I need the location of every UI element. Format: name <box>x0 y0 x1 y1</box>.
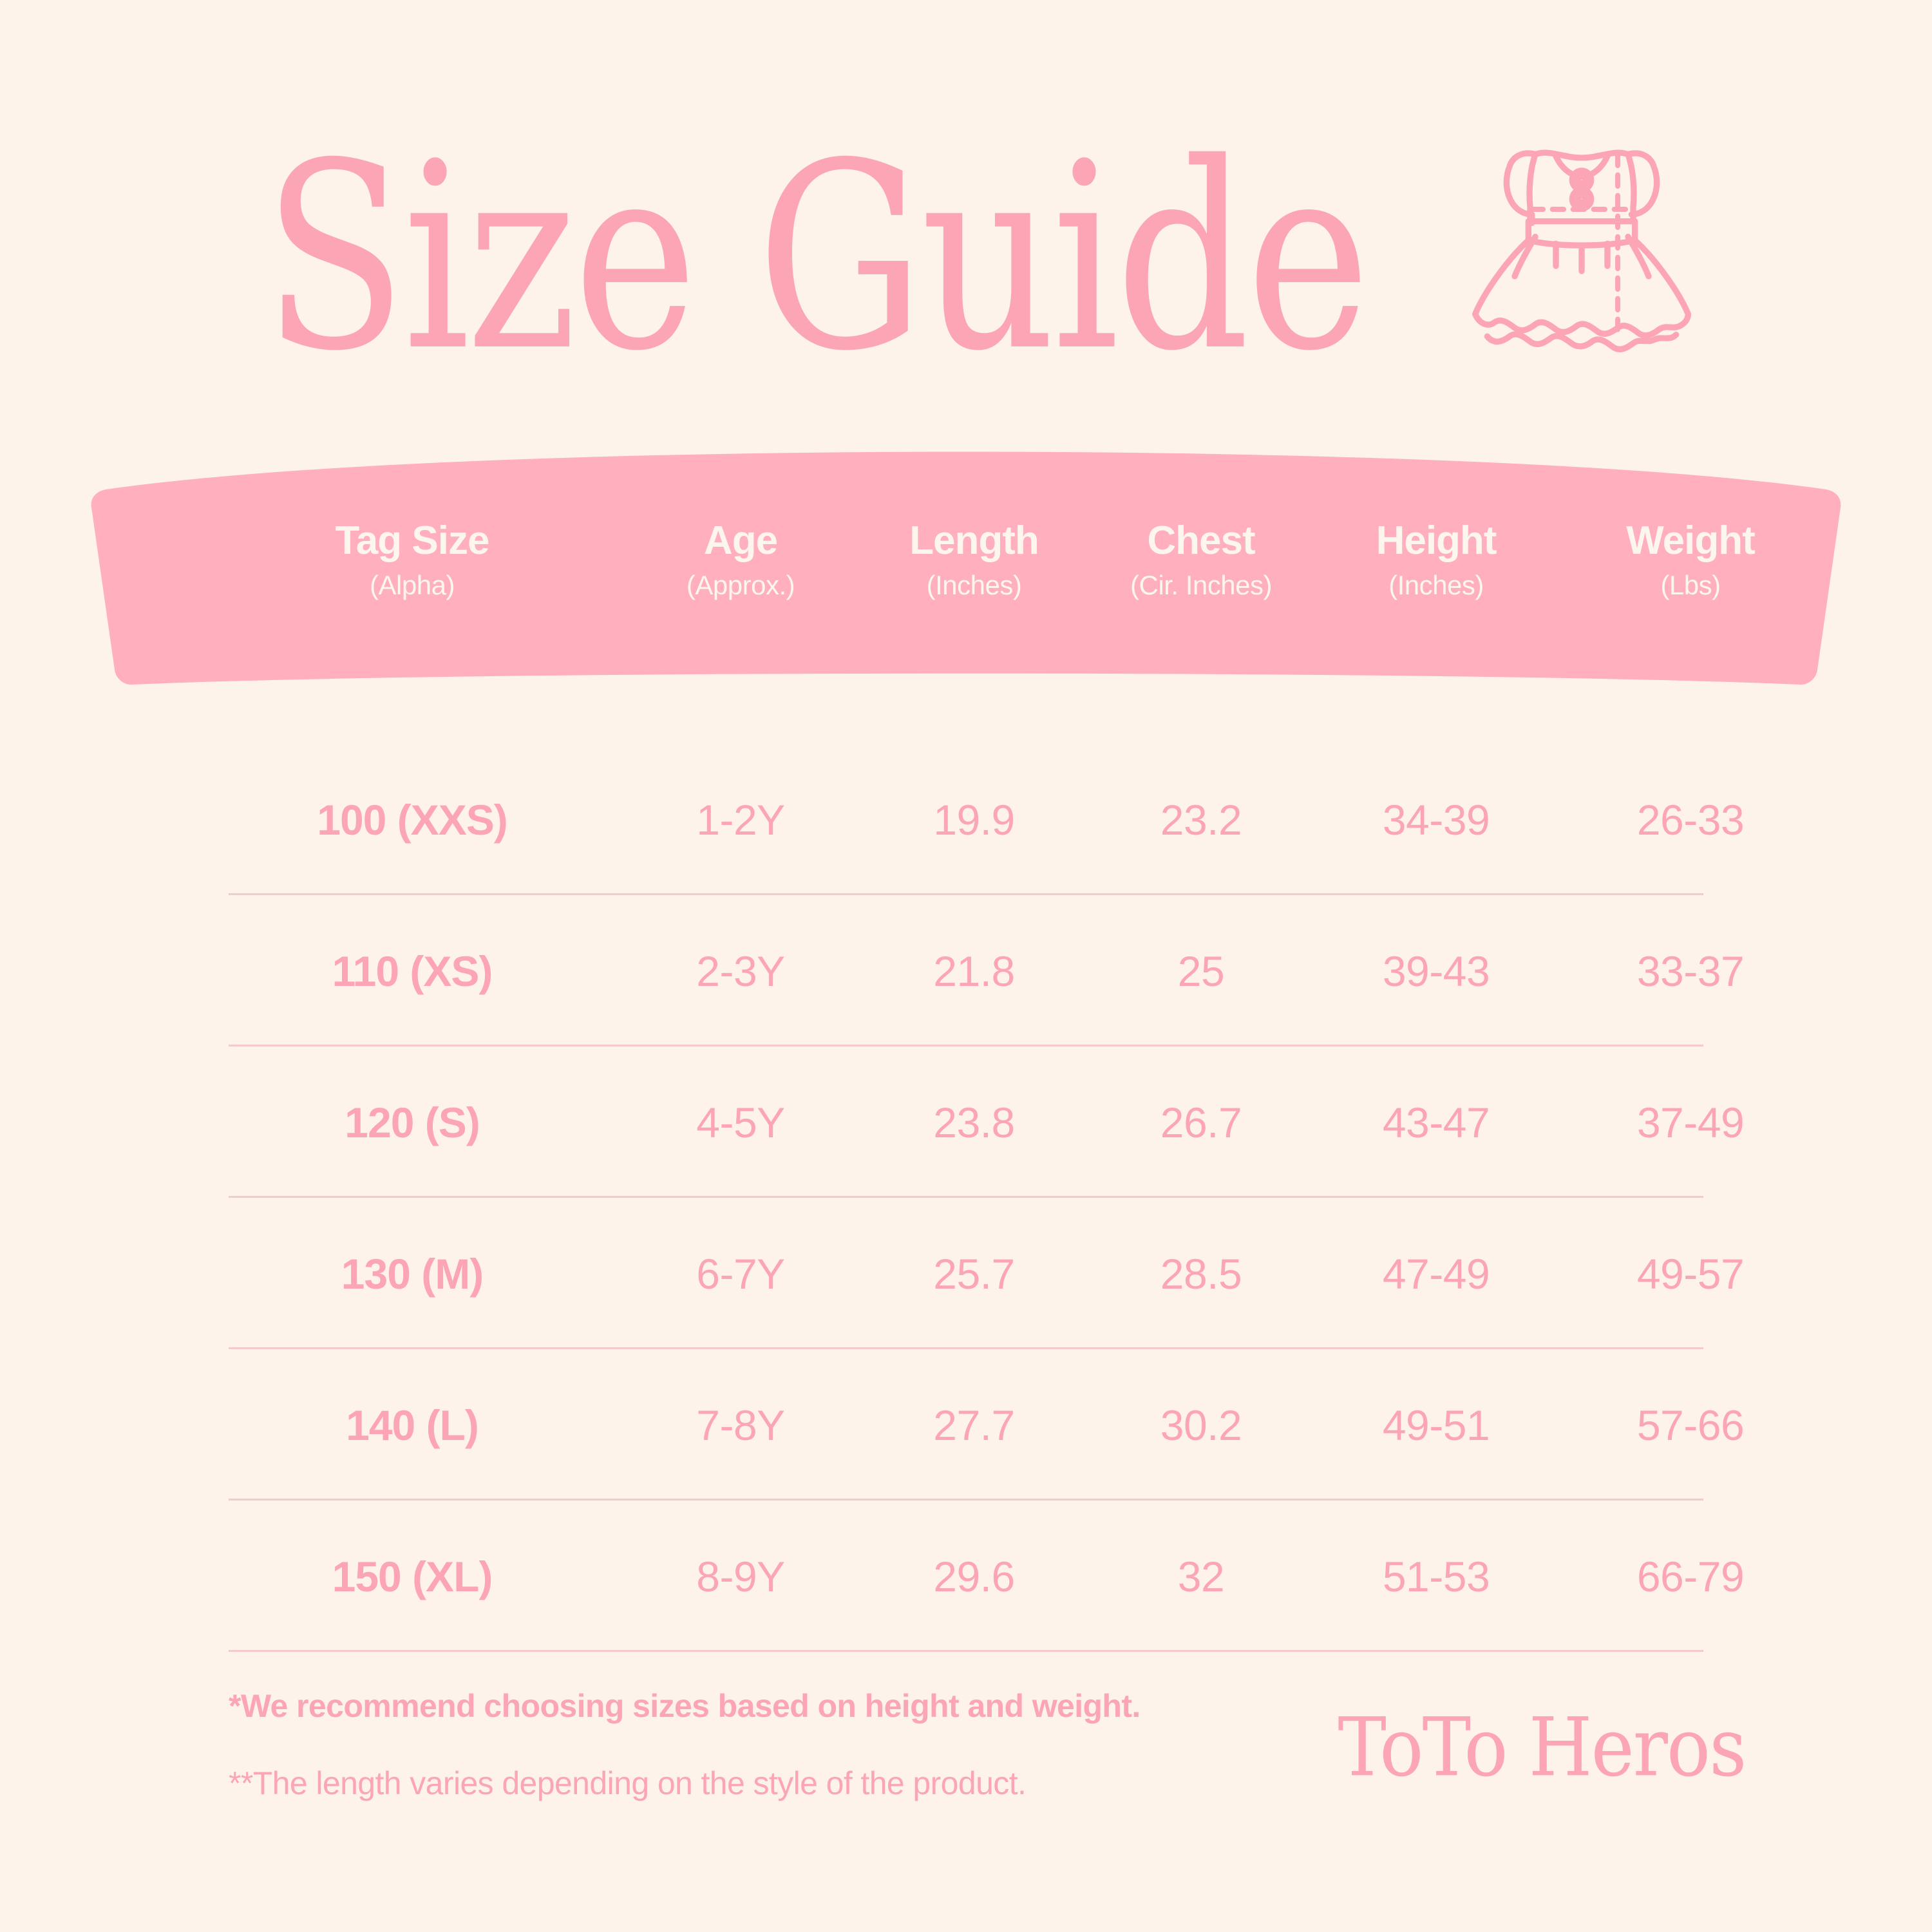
table-row: 130 (M) 6-7Y 25.7 28.5 47-49 49-57 <box>0 1198 1932 1349</box>
cell-age: 8-9Y <box>696 1552 785 1600</box>
table-header-banner: Tag Size (Alpha) Age (Approx.) Length (I… <box>0 412 1932 708</box>
banner-shape <box>91 451 1841 685</box>
column-header-height-sub: (Inches) <box>1388 569 1484 600</box>
column-header-weight: Weight (Lbs) <box>1555 520 1826 600</box>
row-divider <box>229 1499 1703 1501</box>
column-header-length-sub: (Inches) <box>926 569 1022 600</box>
table-row: 120 (S) 4-5Y 23.8 26.7 43-47 37-49 <box>0 1046 1932 1198</box>
row-divider <box>229 1045 1703 1046</box>
page-footer: *We recommend choosing sizes based on he… <box>0 1687 1932 1880</box>
row-divider <box>229 893 1703 895</box>
row-divider <box>229 1347 1703 1349</box>
footnote-secondary: **The length varies depending on the sty… <box>229 1765 1027 1801</box>
column-header-age: Age (Approx.) <box>618 520 863 600</box>
cell-chest: 32 <box>1177 1552 1225 1600</box>
cell-length: 21.8 <box>933 947 1015 995</box>
cell-height: 43-47 <box>1382 1098 1490 1146</box>
cell-height: 47-49 <box>1382 1249 1490 1298</box>
column-header-tag-size-sub: (Alpha) <box>370 569 455 600</box>
column-header-height-main: Height <box>1376 518 1497 564</box>
page-header: Size Guide <box>0 116 1932 399</box>
cell-tag-size: 110 (XS) <box>332 947 493 995</box>
cell-weight: 26-33 <box>1636 795 1745 844</box>
cell-chest: 26.7 <box>1160 1098 1242 1146</box>
column-header-weight-main: Weight <box>1626 518 1755 564</box>
cell-length: 27.7 <box>933 1401 1015 1449</box>
column-headers: Tag Size (Alpha) Age (Approx.) Length (I… <box>0 412 1932 708</box>
cell-chest: 25 <box>1177 947 1225 995</box>
column-header-chest-main: Chest <box>1147 518 1255 564</box>
table-row: 150 (XL) 8-9Y 29.6 32 51-53 66-79 <box>0 1501 1932 1652</box>
cell-age: 6-7Y <box>696 1249 785 1298</box>
column-header-tag-size: Tag Size (Alpha) <box>206 520 618 600</box>
column-header-tag-size-main: Tag Size <box>335 518 490 564</box>
column-header-length: Length (Inches) <box>863 520 1085 600</box>
cell-chest: 30.2 <box>1160 1401 1242 1449</box>
cell-weight: 49-57 <box>1636 1249 1745 1298</box>
cell-weight: 37-49 <box>1636 1098 1745 1146</box>
cell-tag-size: 140 (L) <box>346 1401 479 1449</box>
cell-tag-size: 100 (XXS) <box>317 795 507 844</box>
cell-height: 51-53 <box>1382 1552 1490 1600</box>
cell-height: 39-43 <box>1382 947 1490 995</box>
table-row: 140 (L) 7-8Y 27.7 30.2 49-51 57-66 <box>0 1349 1932 1501</box>
footnotes: *We recommend choosing sizes based on he… <box>229 1687 1141 1802</box>
cell-height: 34-39 <box>1382 795 1490 844</box>
cell-length: 25.7 <box>933 1249 1015 1298</box>
column-header-chest: Chest (Cir. Inches) <box>1085 520 1317 600</box>
footnote-primary: *We recommend choosing sizes based on he… <box>229 1688 1141 1724</box>
column-header-chest-sub: (Cir. Inches) <box>1130 569 1272 600</box>
cell-age: 2-3Y <box>696 947 785 995</box>
size-table-body: 100 (XXS) 1-2Y 19.9 23.2 34-39 26-33 110… <box>0 744 1932 1652</box>
row-divider <box>229 1196 1703 1198</box>
row-divider <box>229 1650 1703 1652</box>
cell-tag-size: 120 (S) <box>345 1098 480 1146</box>
cell-age: 7-8Y <box>696 1401 785 1449</box>
cell-length: 19.9 <box>933 795 1015 844</box>
table-row: 110 (XS) 2-3Y 21.8 25 39-43 33-37 <box>0 895 1932 1046</box>
cell-weight: 66-79 <box>1636 1552 1745 1600</box>
cell-tag-size: 150 (XL) <box>332 1552 493 1600</box>
cell-weight: 33-37 <box>1636 947 1745 995</box>
cell-age: 4-5Y <box>696 1098 785 1146</box>
table-row: 100 (XXS) 1-2Y 19.9 23.2 34-39 26-33 <box>0 744 1932 895</box>
cell-height: 49-51 <box>1382 1401 1490 1449</box>
cell-chest: 28.5 <box>1160 1249 1242 1298</box>
cell-length: 29.6 <box>933 1552 1015 1600</box>
column-header-age-sub: (Approx.) <box>686 569 795 600</box>
cell-tag-size: 130 (M) <box>341 1249 484 1298</box>
column-header-height: Height (Inches) <box>1317 520 1555 600</box>
column-header-age-main: Age <box>703 518 778 564</box>
brand-logo: ToTo Heros <box>1337 1700 1747 1795</box>
baby-dress-icon <box>1472 149 1692 352</box>
column-header-weight-sub: (Lbs) <box>1660 569 1721 600</box>
cell-length: 23.8 <box>933 1098 1015 1146</box>
column-header-length-main: Length <box>909 518 1039 564</box>
cell-age: 1-2Y <box>696 795 785 844</box>
cell-weight: 57-66 <box>1636 1401 1745 1449</box>
page-title: Size Guide <box>263 108 1370 408</box>
cell-chest: 23.2 <box>1160 795 1242 844</box>
